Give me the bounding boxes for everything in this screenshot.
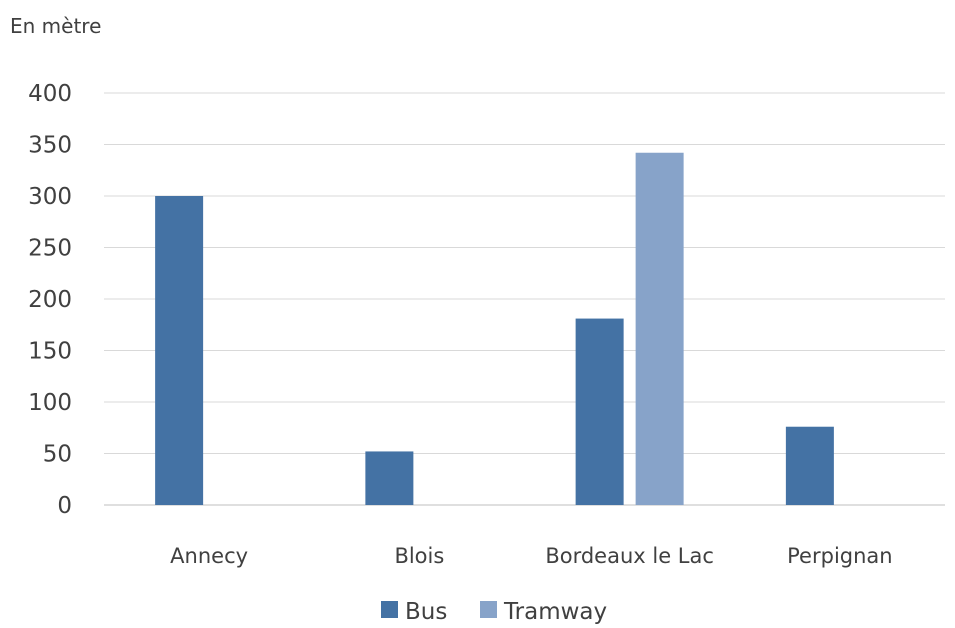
y-tick-label: 250 bbox=[28, 236, 72, 262]
category-label: Blois bbox=[394, 544, 444, 568]
legend-label-bus: Bus bbox=[405, 599, 447, 625]
category-label: Perpignan bbox=[787, 544, 892, 568]
legend: Bus Tramway bbox=[381, 599, 607, 625]
bar-bus-1 bbox=[365, 451, 413, 505]
y-axis-ticks: 0 50 100 150 200 250 300 350 400 bbox=[28, 81, 72, 519]
y-tick-label: 200 bbox=[28, 287, 72, 313]
category-label: Annecy bbox=[170, 544, 248, 568]
y-tick-label: 300 bbox=[28, 184, 72, 210]
legend-label-tramway: Tramway bbox=[503, 599, 607, 625]
bar-tramway-2 bbox=[636, 153, 684, 505]
y-tick-label: 100 bbox=[28, 390, 72, 416]
legend-swatch-tramway bbox=[480, 601, 497, 618]
bars bbox=[155, 153, 834, 505]
bar-bus-2 bbox=[576, 319, 624, 505]
y-tick-label: 50 bbox=[43, 442, 72, 468]
bar-bus-3 bbox=[786, 427, 834, 505]
y-tick-label: 150 bbox=[28, 339, 72, 365]
legend-swatch-bus bbox=[381, 601, 398, 618]
category-label: Bordeaux le Lac bbox=[545, 544, 714, 568]
y-tick-label: 400 bbox=[28, 81, 72, 107]
x-axis-categories: Annecy Blois Bordeaux le Lac Perpignan bbox=[170, 544, 892, 568]
y-tick-label: 350 bbox=[28, 133, 72, 159]
bar-bus-0 bbox=[155, 196, 203, 505]
y-tick-label: 0 bbox=[57, 493, 72, 519]
